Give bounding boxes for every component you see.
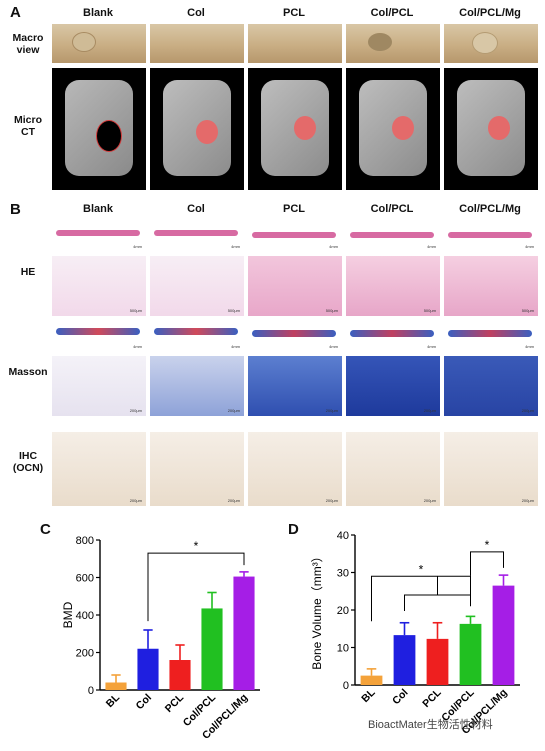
- he-low-col-pcl-mg: 4mm: [444, 220, 538, 252]
- row-label-macro: Macro view: [12, 32, 44, 56]
- y-tick-label: 0: [88, 685, 94, 697]
- panel-b-col-head: Col/PCL: [370, 203, 414, 215]
- x-tick-label: BL: [359, 686, 378, 705]
- macro-photo-col-pcl-mg: [444, 24, 538, 63]
- y-axis-label: BMD: [61, 601, 75, 628]
- micro-ct-col-pcl: [346, 68, 440, 190]
- masson-high-col: 200μm: [150, 356, 244, 416]
- x-tick-label: PCL: [420, 686, 444, 710]
- x-tick-label: BL: [104, 691, 123, 710]
- significance-star: *: [419, 562, 424, 576]
- y-tick-label: 600: [76, 573, 94, 585]
- macro-photo-blank: [52, 24, 146, 63]
- y-tick-label: 30: [337, 568, 349, 580]
- bar: [169, 660, 191, 690]
- micro-ct-blank: [52, 68, 146, 190]
- bar: [360, 675, 383, 685]
- significance-bracket: [147, 552, 245, 622]
- panel-b-col-head: Col/PCL/Mg: [459, 203, 521, 215]
- panel-a-col-head: Col: [187, 7, 205, 19]
- row-label-he: HE: [20, 266, 36, 278]
- he-high-col-pcl: 500μm: [346, 256, 440, 316]
- bar: [426, 638, 449, 685]
- bar: [233, 576, 255, 690]
- y-axis-label: Bone Volume（mm³）: [310, 550, 324, 669]
- bar: [137, 648, 159, 690]
- masson-high-blank: 200μm: [52, 356, 146, 416]
- row-label-micro-ct: Micro CT: [13, 114, 42, 138]
- macro-photo-col: [150, 24, 244, 63]
- panel-a-letter: A: [10, 4, 21, 21]
- bar: [492, 585, 515, 685]
- panel-a-col-head: Col/PCL: [370, 7, 414, 19]
- masson-low-col: 4mm: [150, 320, 244, 352]
- he-high-col-pcl-mg: 500μm: [444, 256, 538, 316]
- panel-c-letter: C: [40, 521, 51, 538]
- ihc-col-pcl: 200μm: [346, 432, 440, 506]
- watermark-text: BioactMater生物活性材料: [368, 719, 493, 731]
- y-tick-label: 800: [76, 535, 94, 547]
- significance-star: *: [194, 539, 199, 553]
- macro-photo-pcl: [248, 24, 342, 63]
- ihc-blank: 200μm: [52, 432, 146, 506]
- significance-bracket: [470, 551, 504, 576]
- row-label-masson: Masson: [8, 366, 48, 378]
- macro-photo-col-pcl: [346, 24, 440, 63]
- he-low-col: 4mm: [150, 220, 244, 252]
- y-tick-label: 10: [337, 643, 349, 655]
- y-tick-label: 20: [337, 605, 349, 617]
- ihc-col-pcl-mg: 200μm: [444, 432, 538, 506]
- panel-b-col-head: PCL: [283, 203, 305, 215]
- panel-b-col-head: Col: [187, 203, 205, 215]
- significance-bracket: [404, 594, 471, 611]
- x-tick-label: Col: [134, 692, 155, 713]
- he-high-blank: 500μm: [52, 256, 146, 316]
- panel-a-col-head: Blank: [83, 7, 113, 19]
- panel-d-letter: D: [288, 521, 299, 538]
- row-label-ihc: IHC (OCN): [12, 450, 44, 474]
- masson-high-col-pcl: 200μm: [346, 356, 440, 416]
- y-tick-label: 40: [337, 530, 349, 542]
- masson-high-col-pcl-mg: 200μm: [444, 356, 538, 416]
- significance-star: *: [485, 538, 490, 552]
- micro-ct-pcl: [248, 68, 342, 190]
- panel-a-col-head: PCL: [283, 7, 305, 19]
- y-tick-label: 400: [76, 610, 94, 622]
- bar: [201, 608, 223, 690]
- masson-low-blank: 4mm: [52, 320, 146, 352]
- bar: [105, 682, 127, 690]
- y-tick-label: 0: [343, 680, 349, 692]
- y-tick-label: 200: [76, 648, 94, 660]
- masson-low-col-pcl-mg: 4mm: [444, 320, 538, 352]
- masson-low-col-pcl: 4mm: [346, 320, 440, 352]
- panel-b-letter: B: [10, 201, 21, 218]
- he-high-col: 500μm: [150, 256, 244, 316]
- panel-b-col-head: Blank: [83, 203, 113, 215]
- bar: [393, 635, 416, 685]
- he-low-pcl: 4mm: [248, 220, 342, 252]
- masson-low-pcl: 4mm: [248, 320, 342, 352]
- panel-a-col-head: Col/PCL/Mg: [459, 7, 521, 19]
- he-low-blank: 4mm: [52, 220, 146, 252]
- he-high-pcl: 500μm: [248, 256, 342, 316]
- bar: [459, 623, 482, 685]
- x-tick-label: Col: [390, 687, 411, 708]
- he-low-col-pcl: 4mm: [346, 220, 440, 252]
- x-tick-label: PCL: [163, 691, 187, 715]
- micro-ct-col-pcl-mg: [444, 68, 538, 190]
- significance-bracket: [371, 575, 471, 622]
- ihc-col: 200μm: [150, 432, 244, 506]
- micro-ct-col: [150, 68, 244, 190]
- masson-high-pcl: 200μm: [248, 356, 342, 416]
- ihc-pcl: 200μm: [248, 432, 342, 506]
